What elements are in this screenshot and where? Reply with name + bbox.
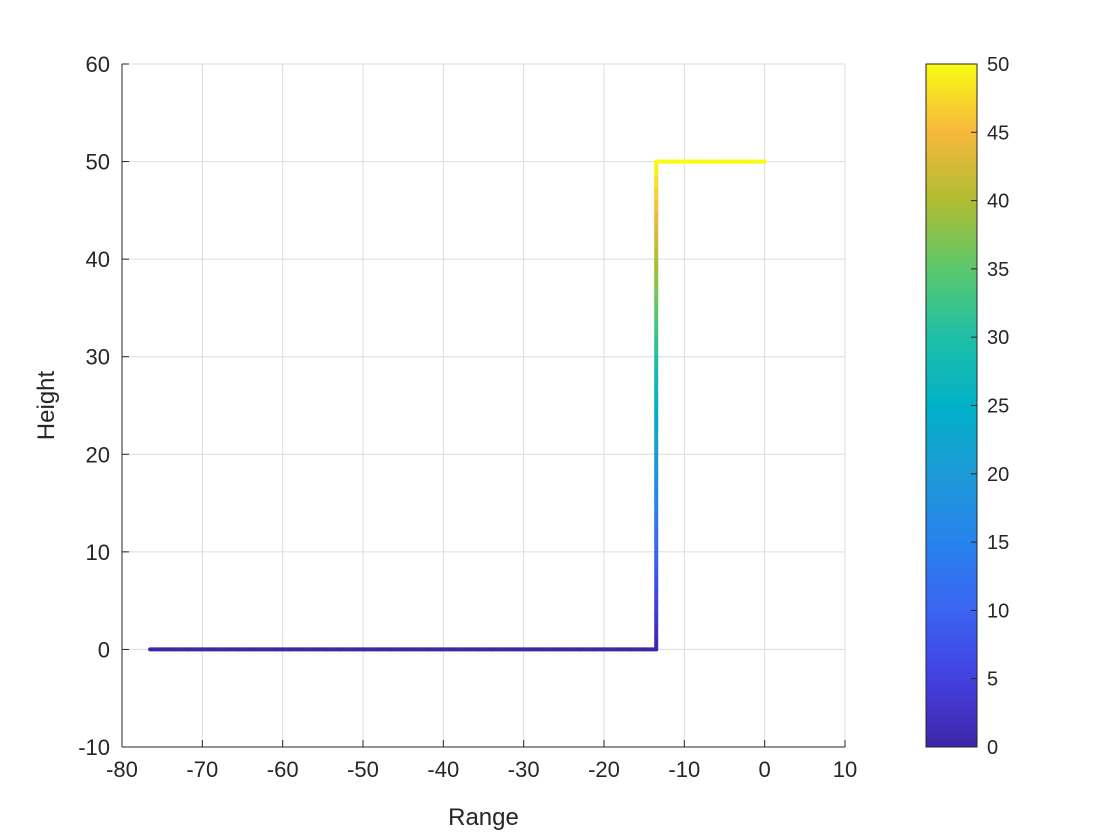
y-tick-label: 10: [86, 540, 110, 565]
x-tick-label: 10: [833, 757, 857, 782]
y-tick-label: 40: [86, 247, 110, 272]
colorbar-tick-label: 40: [987, 191, 1009, 213]
y-tick-label: 30: [86, 345, 110, 370]
colorbar-ticks: 0 5 10 15 20 25 30 35 40 45 50: [971, 54, 1009, 759]
x-tick-label: -70: [186, 757, 218, 782]
x-tick-label: -40: [427, 757, 459, 782]
y-tick-label: 20: [86, 442, 110, 467]
y-tick-label: 60: [86, 52, 110, 77]
plot-background: [122, 64, 845, 747]
y-tick-labels: -10 0 10 20 30 40 50 60: [78, 52, 110, 760]
colorbar-tick-label: 20: [987, 464, 1009, 486]
colorbar-tick-label: 50: [987, 54, 1009, 76]
colorbar-tick-label: 15: [987, 532, 1009, 554]
series-line: [148, 159, 767, 652]
colorbar: 0 5 10 15 20 25 30 35 40 45 50: [925, 54, 1009, 759]
y-tick-label: 0: [98, 637, 110, 662]
colorbar-tick-label: 35: [987, 259, 1009, 281]
colorbar-tick-label: 0: [987, 737, 998, 759]
series-layer: [148, 159, 767, 652]
colorbar-tick-label: 5: [987, 669, 998, 691]
colorbar-tick-label: 25: [987, 396, 1009, 418]
colorbar-gradient: [925, 63, 978, 748]
x-tick-label: -50: [347, 757, 379, 782]
x-tick-label: -30: [508, 757, 540, 782]
y-tick-label: 50: [86, 150, 110, 175]
x-axis-title: Range: [448, 804, 519, 831]
y-tick-label: -10: [78, 735, 110, 760]
x-tick-label: -20: [588, 757, 620, 782]
x-tick-label: -10: [668, 757, 700, 782]
x-tick-label: 0: [759, 757, 771, 782]
x-tick-label: -60: [267, 757, 299, 782]
plot-area: [121, 63, 846, 748]
axes: [121, 63, 846, 748]
x-tick-label: -80: [106, 757, 138, 782]
colorbar-tick-label: 45: [987, 122, 1009, 144]
colorbar-tick-label: 30: [987, 327, 1009, 349]
colorbar-tick-label: 10: [987, 600, 1009, 622]
y-axis-title: Height: [33, 370, 60, 440]
x-tick-labels: -80 -70 -60 -50 -40 -30 -20 -10 0 10: [106, 757, 857, 782]
